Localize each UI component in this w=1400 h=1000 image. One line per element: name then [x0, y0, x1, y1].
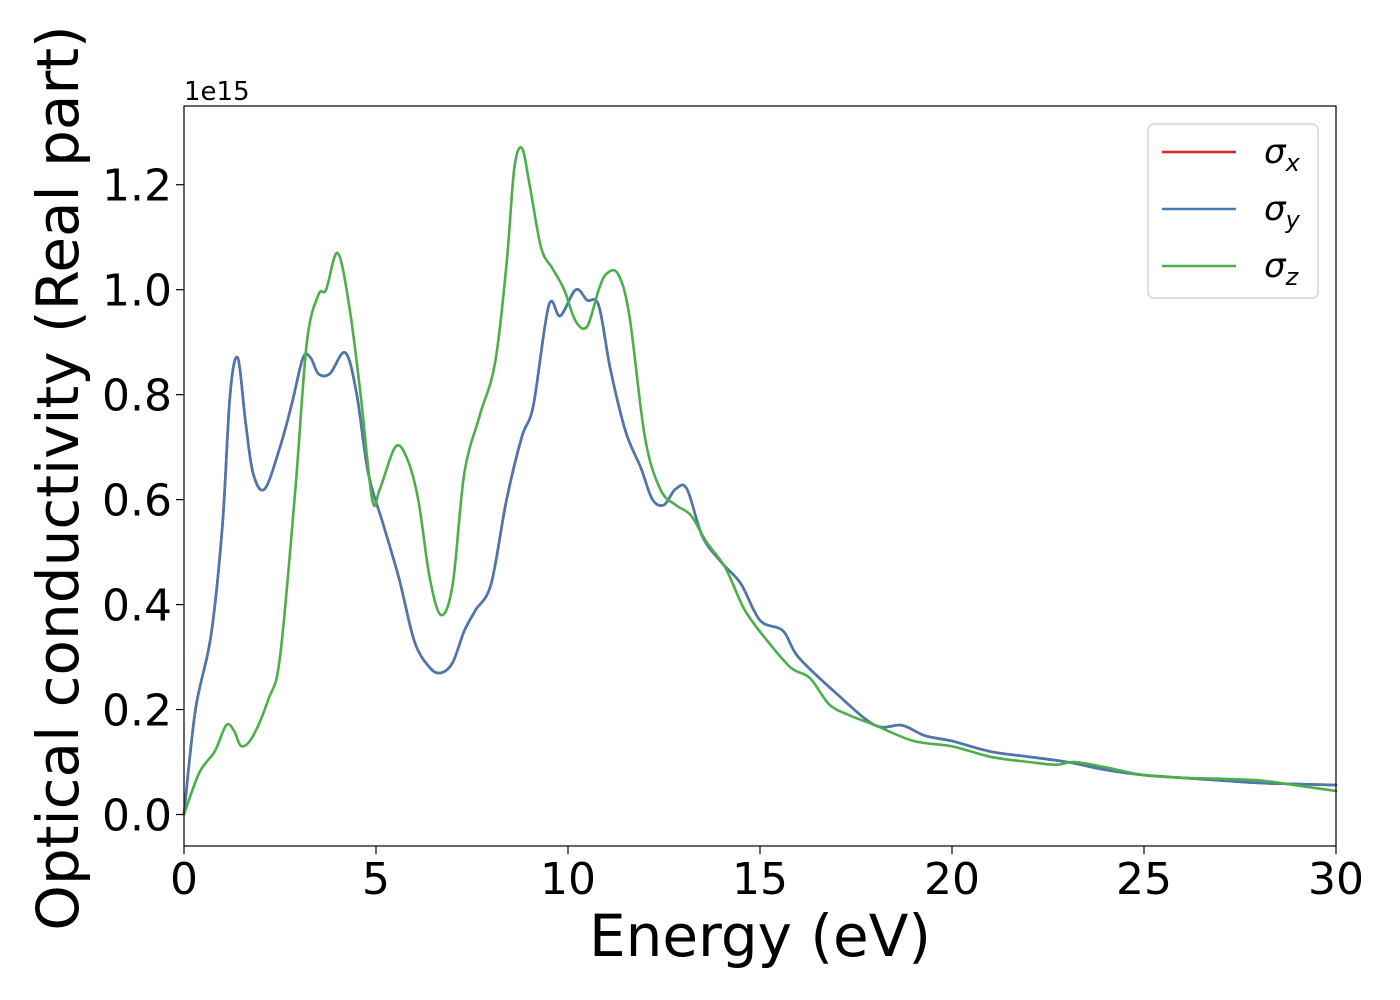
series-layer [182, 146, 1338, 816]
y-tick-label: 0.8 [102, 371, 172, 422]
legend-label-y: σy [1264, 189, 1301, 234]
x-tick-label: 5 [362, 854, 390, 905]
y-tick-label: 1.2 [102, 161, 172, 212]
legend-label-x: σx [1264, 132, 1301, 177]
legend-box [1147, 123, 1319, 299]
series-line-z [182, 146, 1338, 816]
y-tick-label: 0.6 [102, 476, 172, 527]
x-tick-label: 30 [1308, 854, 1364, 905]
x-axis-ticks: 0 5 10 15 20 25 30 [170, 846, 1364, 905]
y-axis-ticks: 0.0 0.2 0.4 0.6 0.8 1.0 1.2 [102, 161, 184, 842]
legend: σx σy σz [1147, 123, 1319, 299]
x-axis-label: Energy (eV) [589, 902, 931, 970]
x-tick-label: 25 [1116, 854, 1172, 905]
y-tick-label: 0.4 [102, 581, 172, 632]
y-offset-text: 1e15 [184, 77, 250, 107]
x-tick-label: 0 [170, 854, 198, 905]
y-tick-label: 0.0 [102, 791, 172, 842]
legend-label-z: σz [1264, 246, 1300, 291]
y-tick-label: 0.2 [102, 686, 172, 737]
y-tick-label: 1.0 [102, 266, 172, 317]
x-tick-label: 20 [924, 854, 980, 905]
series-line-y [182, 288, 1338, 816]
y-axis-label: Optical conductivity (Real part) [24, 25, 92, 930]
x-tick-label: 15 [732, 854, 788, 905]
x-tick-label: 10 [540, 854, 596, 905]
